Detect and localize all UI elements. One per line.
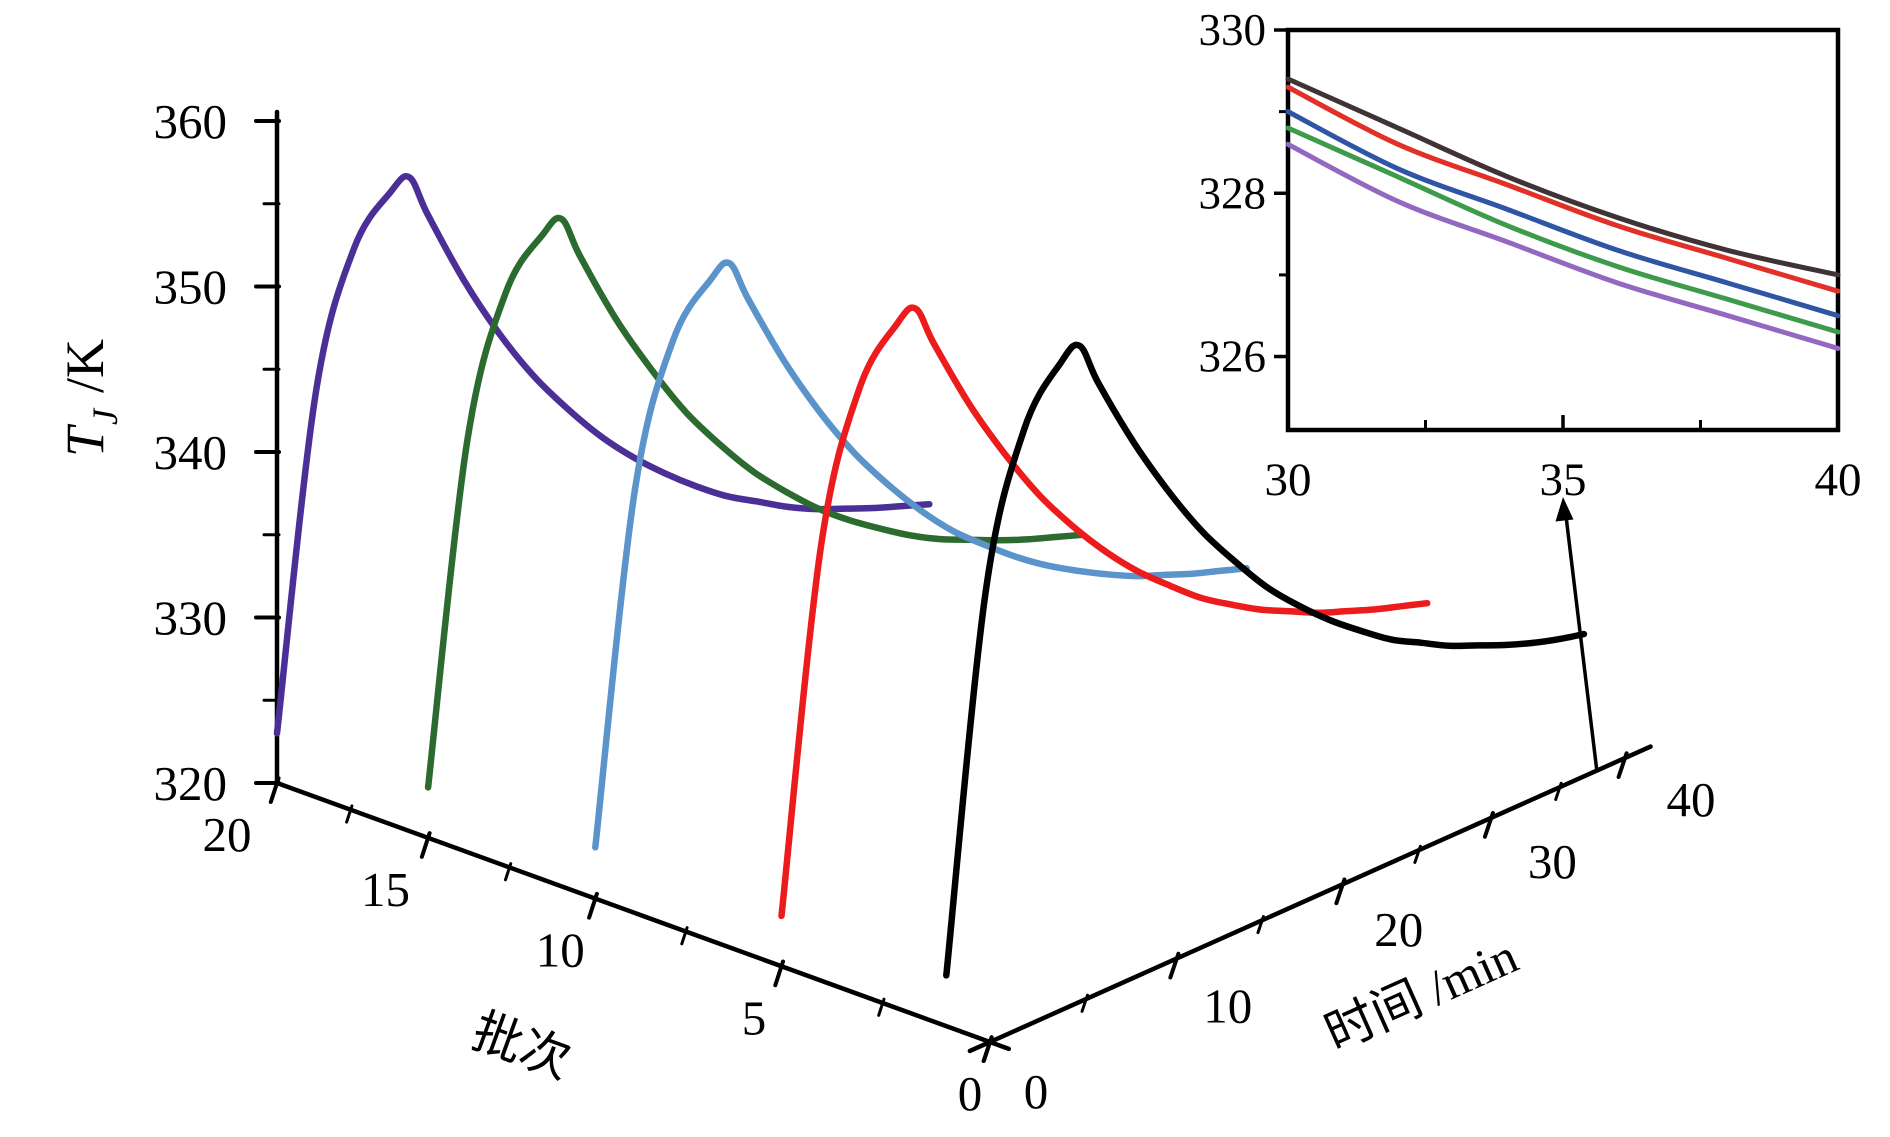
- time-axis-minor-tick-25: [1413, 844, 1422, 864]
- batch-tick-label-15: 15: [361, 862, 410, 917]
- batch-axis-tick-10: [587, 891, 599, 920]
- batch-axis-tick-20: [268, 776, 281, 804]
- series-curve-batch-20: [273, 173, 933, 737]
- z-axis-title-unit: /K: [55, 339, 115, 393]
- time-tick-label-10: 10: [1203, 978, 1252, 1033]
- inset-arrow-shaft: [1564, 515, 1599, 773]
- main-3d-axes: 320 330 340 350 360 0 5 10 15 20 0 10 20 30 40: [154, 94, 1716, 1121]
- z-tick-label-320: 320: [154, 756, 228, 811]
- inset-curve-batch-1: [1285, 76, 1841, 278]
- batch-axis-tick-5: [773, 959, 786, 988]
- inset-frame: [1285, 27, 1841, 433]
- time-axis-tick-30: [1482, 811, 1495, 839]
- batch-tick-label-0: 0: [958, 1066, 983, 1121]
- batch-axis-minor-tick-17.5: [345, 804, 354, 824]
- inset-arrowhead-icon: [1555, 497, 1574, 522]
- batch-axis-minor-tick-12.5: [503, 862, 513, 882]
- inset-curve-batch-5: [1285, 84, 1841, 294]
- time-axis-minor-tick-5: [1080, 993, 1089, 1013]
- z-axis-title: TJ/K: [55, 339, 125, 457]
- z-tick-label-360: 360: [154, 94, 228, 149]
- batch-axis-minor-tick-2.5: [877, 997, 886, 1017]
- time-axis-tick-0: [981, 1035, 994, 1063]
- time-tick-label-30: 30: [1528, 834, 1577, 889]
- batch-axis-line: [274, 780, 1012, 1052]
- time-axis-tick-20: [1334, 877, 1347, 906]
- z-axis-title-symbol: T: [55, 423, 115, 457]
- z-tick-label-350: 350: [154, 260, 228, 315]
- series-curve-batch-1: [943, 341, 1588, 979]
- time-axis-minor-tick-35: [1554, 781, 1563, 801]
- time-axis-minor-tick-15: [1256, 914, 1265, 935]
- series-curve-batch-5: [778, 304, 1431, 920]
- time-tick-label-20: 20: [1374, 902, 1423, 957]
- batch-axis-minor-tick-7.5: [680, 926, 689, 946]
- time-axis-tick-10: [1168, 951, 1181, 980]
- time-axis-line: [967, 744, 1653, 1054]
- inset-curve-batch-15: [1285, 125, 1841, 335]
- batch-axis-title: 批次: [465, 1003, 578, 1090]
- batch-tick-label-10: 10: [536, 923, 585, 978]
- z-tick-label-340: 340: [154, 425, 228, 480]
- series-curve-batch-10: [592, 259, 1250, 851]
- inset-y-tick-label-330: 330: [1199, 5, 1267, 55]
- batch-axis-tick-15: [419, 831, 432, 859]
- main-3d-series: [273, 173, 1588, 979]
- inset-curve-batch-20: [1285, 141, 1841, 351]
- time-tick-label-40: 40: [1667, 772, 1716, 827]
- z-axis-title-subscript: J: [85, 407, 125, 425]
- z-tick-label-330: 330: [154, 591, 228, 646]
- batch-tick-label-5: 5: [742, 990, 767, 1045]
- inset-link-arrow: [1555, 497, 1599, 773]
- inset-x-tick-label-30: 30: [1265, 454, 1312, 506]
- time-axis-tick-40: [1616, 751, 1629, 779]
- batch-tick-label-20: 20: [203, 807, 252, 862]
- inset-curve-batch-10: [1285, 109, 1841, 319]
- time-tick-label-0: 0: [1024, 1064, 1049, 1119]
- inset-x-tick-label-40: 40: [1815, 454, 1862, 506]
- inset-y-tick-label-326: 326: [1199, 332, 1267, 382]
- inset-y-tick-label-328: 328: [1199, 168, 1267, 218]
